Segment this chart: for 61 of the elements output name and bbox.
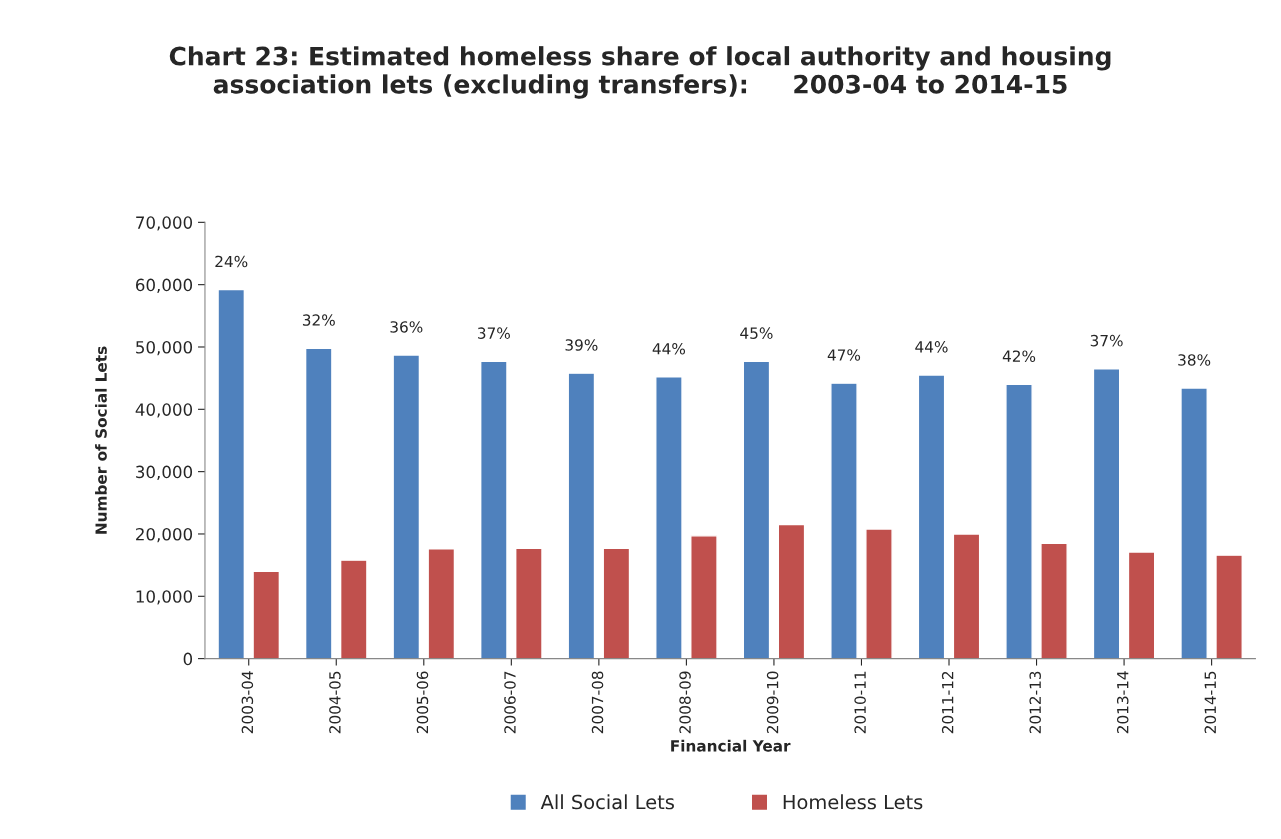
y-tick-label: 40,000 <box>135 403 193 418</box>
bar <box>304 347 333 659</box>
bar <box>1180 387 1208 659</box>
chart-title: Chart 23: Estimated homeless share of local authority and housing association lets (excluding transfers): 2003-04 to 2014-15 <box>169 46 1111 99</box>
bar <box>252 570 281 659</box>
annotation: 42% <box>1002 350 1036 362</box>
bar <box>1127 551 1156 659</box>
bar <box>515 547 543 659</box>
legend-label: All Social Lets <box>540 794 674 810</box>
x-tick-label: 2003-04 <box>241 671 254 734</box>
bar <box>602 547 631 659</box>
annotation: 37% <box>1090 334 1123 347</box>
x-axis-title: Financial Year <box>671 739 791 752</box>
bar <box>217 288 246 659</box>
x-tick-label: 2013-14 <box>1116 671 1129 734</box>
annotation: 38% <box>1178 354 1211 366</box>
bar <box>1005 383 1033 659</box>
x-tick-label: 2009-10 <box>766 671 779 734</box>
y-tick-label: 10,000 <box>136 590 193 605</box>
y-tick-label: 60,000 <box>136 278 193 293</box>
bar <box>339 559 368 659</box>
legend-label: Homeless Lets <box>783 794 923 810</box>
bar <box>742 360 771 659</box>
y-tick-label: 20,000 <box>136 527 193 543</box>
annotation: 44% <box>652 342 686 355</box>
x-tick-label: 2008-09 <box>679 671 691 734</box>
annotation: 32% <box>302 314 335 326</box>
bar <box>480 360 508 659</box>
x-tick-label: 2006-07 <box>504 671 516 734</box>
bar <box>1040 542 1068 659</box>
bar <box>1092 368 1121 659</box>
annotation: 39% <box>565 339 598 351</box>
bar <box>690 535 718 659</box>
bar <box>952 533 981 659</box>
bar <box>567 372 596 659</box>
annotation: 47% <box>827 349 861 361</box>
x-tick-label: 2012-13 <box>1029 671 1041 734</box>
x-tick-label: 2005-06 <box>416 671 429 734</box>
x-tick-label: 2004-05 <box>329 671 341 734</box>
bar <box>427 548 456 659</box>
bar <box>392 354 421 659</box>
bar <box>1215 554 1243 659</box>
y-tick-label: 30,000 <box>136 465 193 480</box>
bar <box>655 376 683 659</box>
x-tick-label: 2007-08 <box>591 671 604 734</box>
annotation: 45% <box>740 327 773 339</box>
bar <box>830 382 858 659</box>
annotation: 44% <box>915 341 948 353</box>
annotation: 37% <box>478 327 510 339</box>
annotation: 24% <box>215 255 248 268</box>
y-tick-label: 0 <box>183 652 193 666</box>
y-tick-label: 70,000 <box>136 216 193 231</box>
bar <box>917 374 946 659</box>
annotation: 36% <box>390 321 423 333</box>
y-axis-title: Number of Social Lets <box>95 346 107 534</box>
bar <box>865 528 893 659</box>
y-tick-label: 50,000 <box>136 340 193 356</box>
bar <box>777 523 806 659</box>
x-tick-label: 2014-15 <box>1204 671 1217 734</box>
x-tick-label: 2011-12 <box>941 671 954 734</box>
x-tick-label: 2010-11 <box>854 671 866 734</box>
